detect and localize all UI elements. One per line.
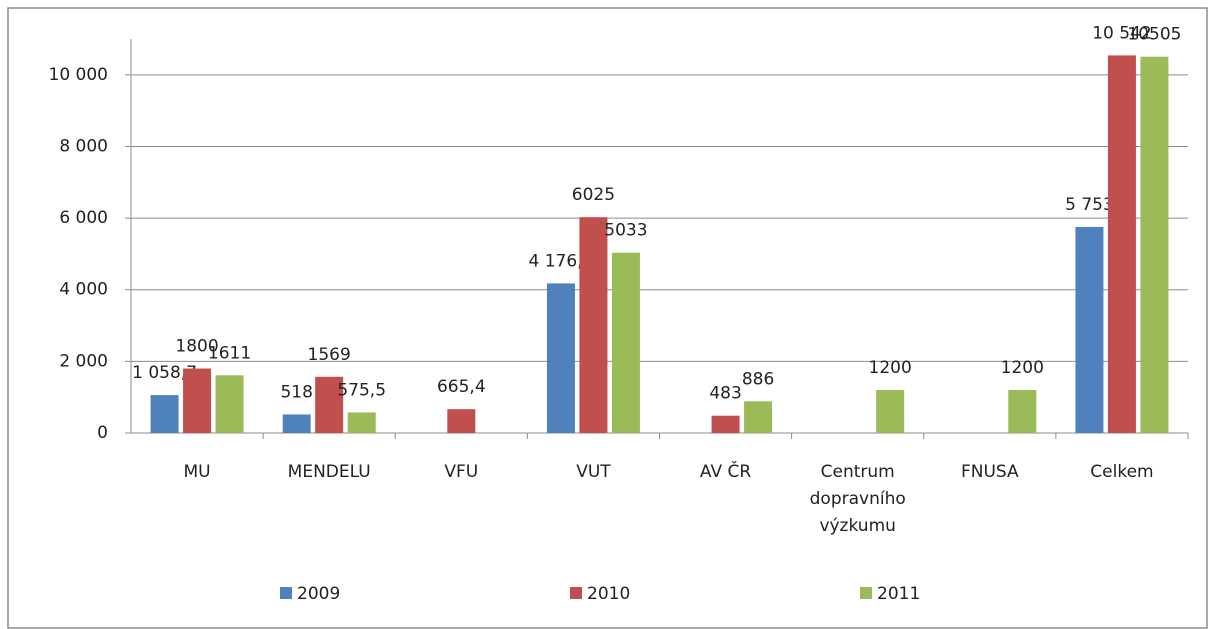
y-tick-label: 4 000 [59,280,108,300]
y-tick-label: 8 000 [59,136,108,156]
bar [215,375,244,433]
bar [447,409,476,433]
data-label: 1200 [1001,358,1044,378]
x-tick-label: AV ČR [699,462,752,482]
bar [315,376,344,433]
x-tick-label: FNUSA [960,462,1019,482]
bar [150,395,179,433]
y-tick-label: 2 000 [59,351,108,371]
legend-swatch [280,587,292,599]
data-label: 518 [280,382,312,402]
y-tick-label: 6 000 [59,208,108,228]
bar [876,390,905,433]
bar [711,415,740,433]
data-label: 665,4 [437,377,486,397]
data-label: 4 176,5 [528,251,593,271]
data-label: 10505 [1127,25,1181,45]
legend-label: 2011 [877,584,920,604]
legend-label: 2009 [297,584,340,604]
bar [347,412,376,433]
legend-swatch [570,587,582,599]
data-label: 1800 [175,337,218,357]
bar [611,252,640,433]
data-label: 1200 [869,358,912,378]
bar [1140,56,1169,433]
y-tick-label: 10 000 [49,65,108,85]
data-label: 10 542 [1092,23,1151,43]
data-label: 483 [709,384,741,404]
bar [1075,226,1104,433]
data-label: 5033 [604,221,647,241]
legend-swatch [860,587,872,599]
bar [282,414,311,433]
y-tick-label: 0 [97,423,108,443]
data-label: 1611 [208,343,251,363]
bar [744,401,773,433]
bar [546,283,575,433]
x-tick-label: MENDELU [287,462,371,482]
x-tick-label: MU [183,462,211,482]
bar [1107,55,1136,434]
data-label: 575,5 [337,380,386,400]
data-label: 6025 [572,185,615,205]
chart-border [7,7,1208,629]
data-label: 886 [742,369,774,389]
data-label: 5 753 [1065,195,1114,215]
x-tick-label: Celkem [1090,462,1154,482]
data-label: 1569 [308,345,351,365]
data-label: 1 058,7 [132,363,197,383]
x-tick-label: Centrum dopravního výzkumu [809,462,906,536]
x-tick-label: VUT [576,462,611,482]
x-tick-label: VFU [444,462,479,482]
legend-label: 2010 [587,584,630,604]
bar [1008,390,1037,433]
bar [579,217,608,433]
bar [183,368,212,433]
